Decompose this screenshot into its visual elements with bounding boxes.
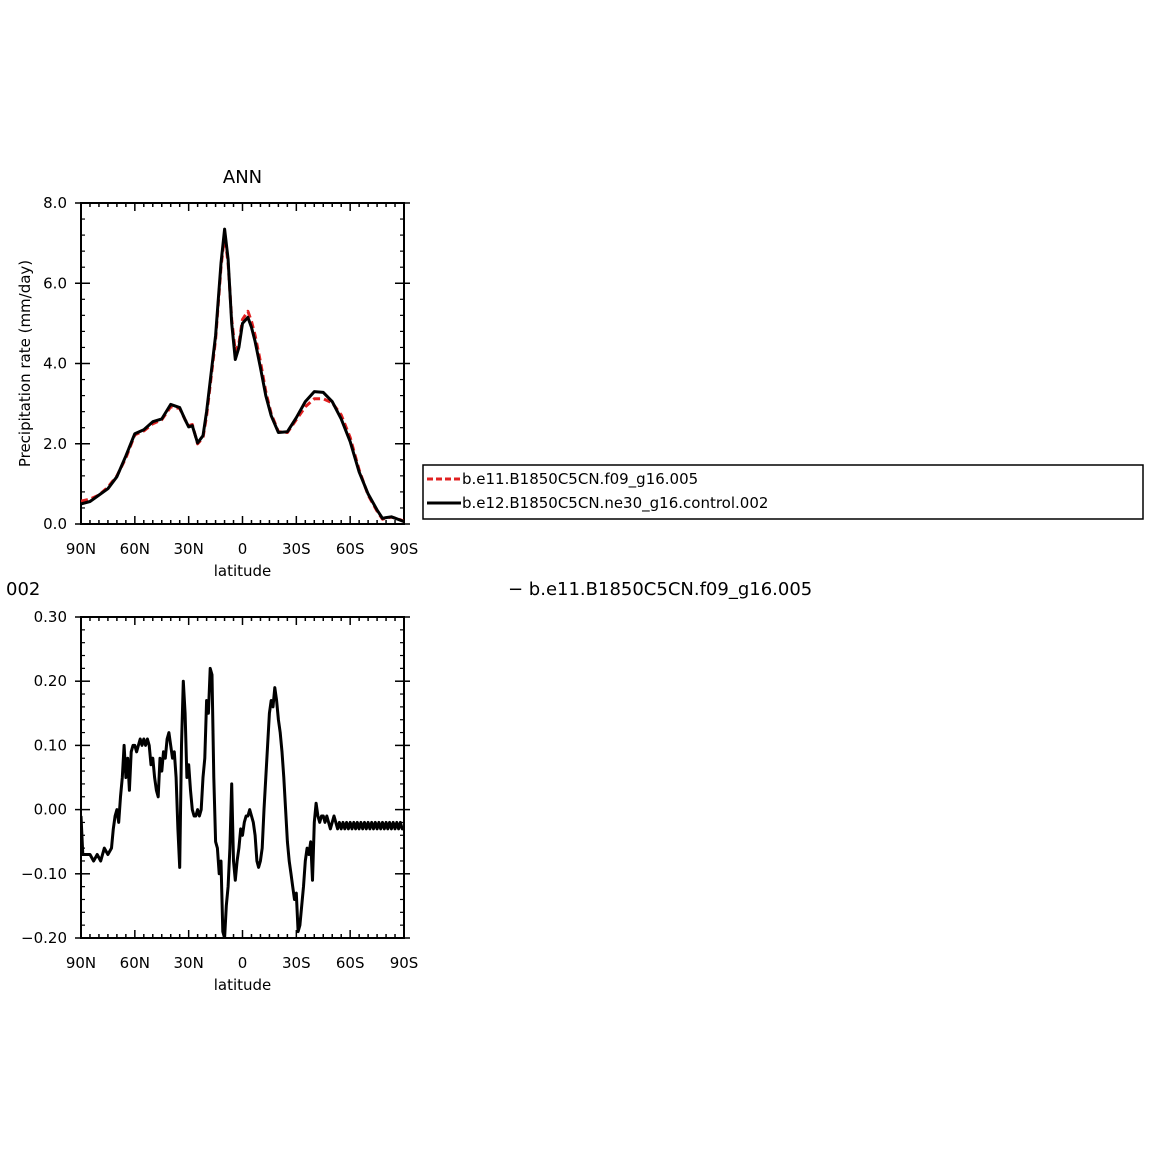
series-line-1 [81, 227, 404, 523]
series-line-0 [81, 233, 404, 523]
y-tick-label: 0.0 [43, 515, 67, 533]
x-tick-label: 30S [282, 540, 311, 558]
precip-chart: 90N 60N 30N 0 30S 60S 90S 0.0 2.0 4.0 6.0 8.0 ANN lat… [16, 167, 1144, 580]
precip-diff-chart: 90N 60N 30N 0 30S 60S 90S −0.20 −0.10 0.00 0.10 0.2… [21, 608, 418, 994]
legend-entry-0: b.e11.B1850C5CN.f09_g16.005 [462, 470, 698, 489]
x-tick-label: 30N [174, 954, 204, 972]
y-tick-label: −0.20 [21, 929, 67, 947]
chart-title: ANN [223, 167, 262, 188]
x-tick-label: 30N [174, 540, 204, 558]
x-tick-label: 60N [120, 540, 150, 558]
y-tick-label: 6.0 [43, 274, 67, 292]
y-tick-label: −0.10 [21, 865, 67, 883]
x-tick-label: 60N [120, 954, 150, 972]
y-tick-label: 0.30 [34, 608, 67, 626]
legend-box [422, 464, 1144, 520]
x-tick-label: 0 [238, 540, 248, 558]
x-axis-label: latitude [214, 976, 272, 994]
y-tick-label: 0.00 [34, 801, 67, 819]
x-axis-label: latitude [214, 562, 272, 580]
y-tick-label: 8.0 [43, 194, 67, 212]
y-tick-label: 0.10 [34, 736, 67, 754]
x-tick-label: 90N [66, 540, 96, 558]
x-tick-label: 60S [336, 540, 365, 558]
x-tick-label: 0 [238, 954, 248, 972]
fragment-left-label: 002 [6, 579, 40, 600]
x-tick-label: 30S [282, 954, 311, 972]
x-tick-label: 90N [66, 954, 96, 972]
series-line-0 [81, 666, 404, 938]
x-tick-label: 90S [390, 540, 419, 558]
y-axis-label: Precipitation rate (mm/day) [16, 260, 34, 467]
legend-entry-1: b.e12.B1850C5CN.ne30_g16.control.002 [462, 494, 768, 513]
y-tick-label: 2.0 [43, 435, 67, 453]
y-tick-label: 0.20 [34, 672, 67, 690]
fragment-right-label: − b.e11.B1850C5CN.f09_g16.005 [508, 579, 812, 600]
x-tick-label: 90S [390, 954, 419, 972]
plot-frame [80, 202, 405, 525]
y-tick-label: 4.0 [43, 355, 67, 373]
x-tick-label: 60S [336, 954, 365, 972]
